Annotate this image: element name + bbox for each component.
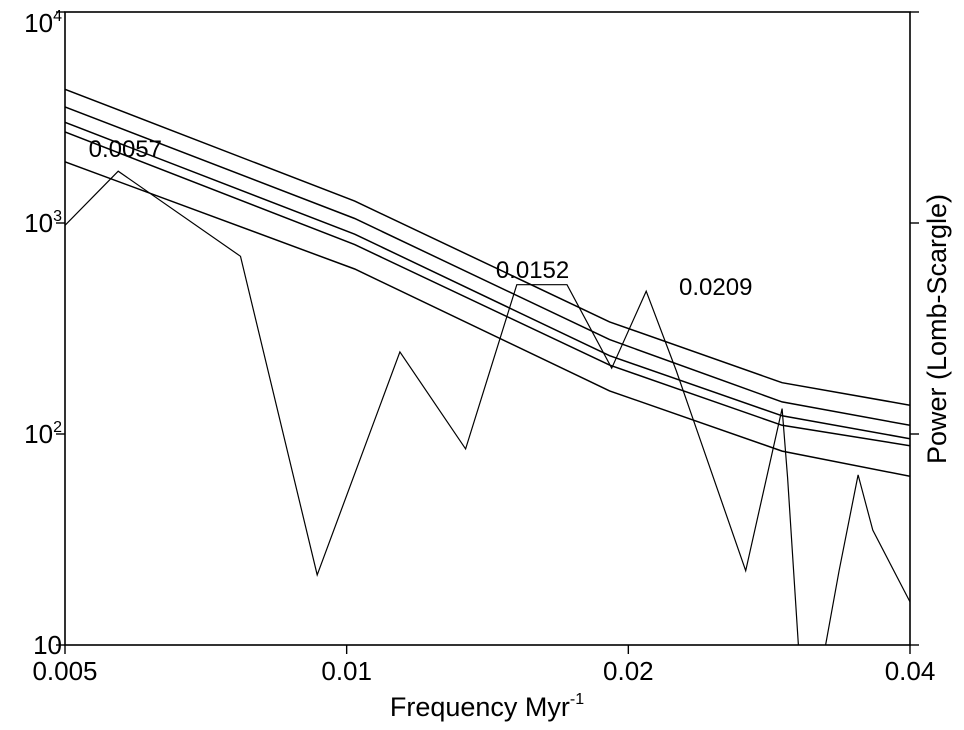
significance-curve-3 — [65, 121, 910, 440]
x-tick-label: 0.02 — [603, 656, 654, 686]
y-tick-label: 104 — [24, 8, 62, 38]
y-tick-label: 10 — [33, 630, 62, 660]
significance-curves — [65, 88, 910, 478]
x-tick-label: 0.04 — [885, 656, 936, 686]
x-tick-label: 0.005 — [32, 656, 97, 686]
peak-annotations: 0.0057 0.0152 0.0209 — [89, 136, 753, 301]
spectrum-series — [65, 170, 910, 645]
peak-label: 0.0057 — [89, 136, 162, 163]
plot-frame — [64, 11, 911, 646]
y-tick-label: 103 — [24, 208, 62, 238]
y-tick-label: 102 — [24, 419, 62, 449]
peak-label: 0.0209 — [679, 274, 752, 301]
peak-label: 0.0152 — [496, 257, 569, 284]
x-axis-ticks: 0.005 0.01 0.02 0.04 — [32, 645, 935, 686]
x-axis-title: Frequency Myr-1 — [390, 691, 584, 722]
y-axis-ticks: 10 102 103 104 — [24, 8, 919, 660]
y-axis-title: Power (Lomb-Scargle) — [922, 194, 952, 464]
spectrum-line — [65, 170, 910, 645]
significance-curve-5 — [65, 161, 910, 478]
significance-curve-1 — [65, 88, 910, 406]
significance-curve-4 — [65, 131, 910, 447]
x-tick-label: 0.01 — [321, 656, 372, 686]
significance-curve-2 — [65, 106, 910, 427]
